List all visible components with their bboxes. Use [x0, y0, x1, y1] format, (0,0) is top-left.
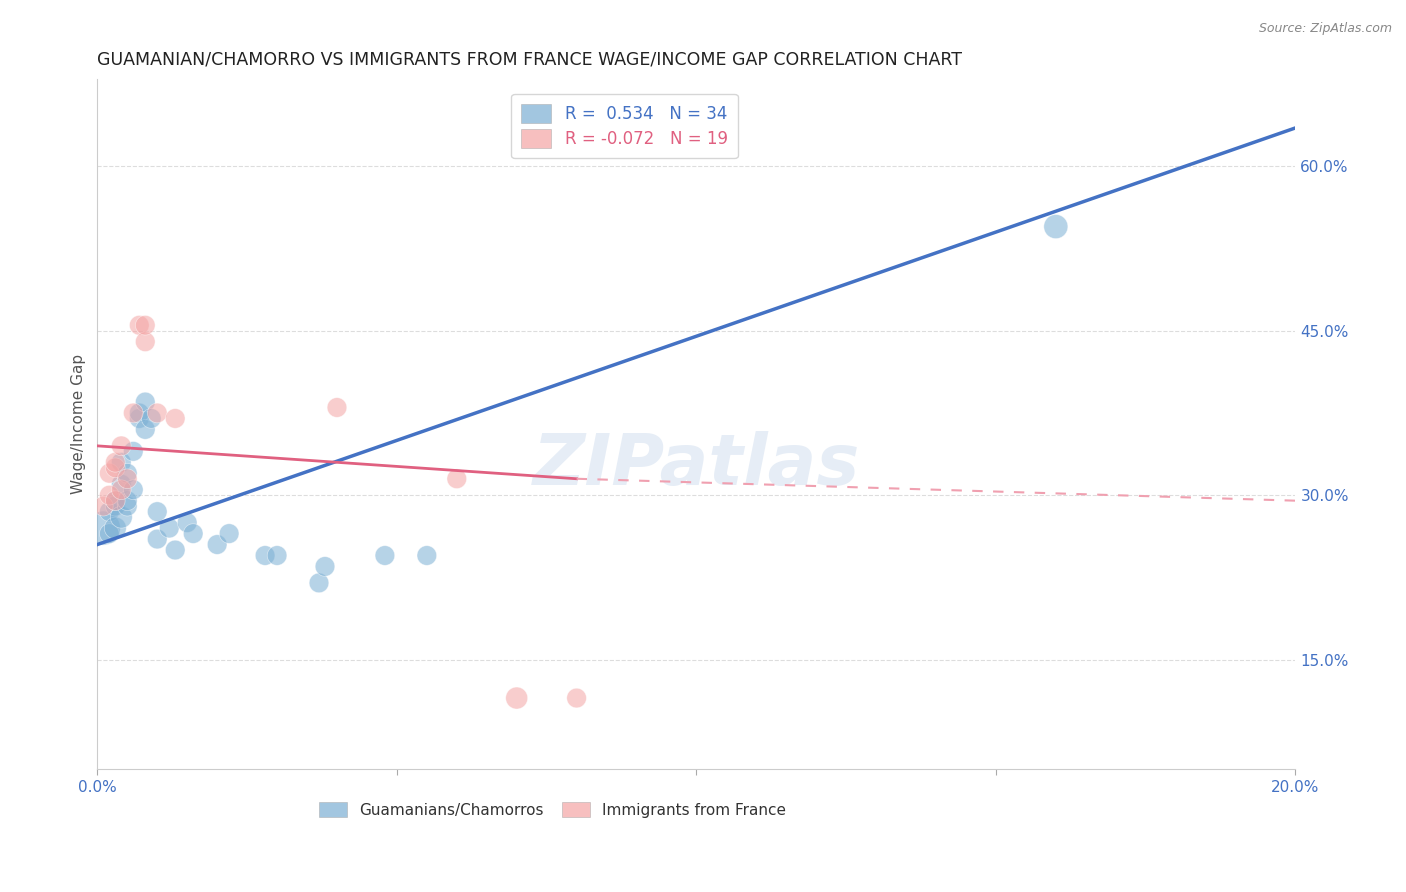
Point [122, 406, 145, 420]
Point [565, 691, 588, 706]
Legend: Guamanians/Chamorros, Immigrants from France: Guamanians/Chamorros, Immigrants from Fr… [314, 796, 792, 824]
Point [308, 575, 330, 590]
Point [98, 505, 121, 519]
Point [117, 472, 139, 486]
Point [505, 691, 527, 706]
Point [314, 559, 336, 574]
Point [104, 521, 127, 535]
Point [134, 422, 156, 436]
Point [122, 483, 145, 497]
Point [98, 526, 121, 541]
Point [416, 549, 439, 563]
Point [93, 521, 115, 535]
Point [181, 526, 204, 541]
Text: Source: ZipAtlas.com: Source: ZipAtlas.com [1258, 22, 1392, 36]
Point [446, 472, 468, 486]
Point [326, 401, 349, 415]
Point [254, 549, 277, 563]
Point [104, 493, 127, 508]
Point [134, 395, 156, 409]
Point [134, 334, 156, 349]
Point [117, 493, 139, 508]
Point [266, 549, 288, 563]
Point [104, 455, 127, 469]
Point [98, 488, 121, 502]
Point [110, 455, 132, 469]
Point [128, 406, 150, 420]
Point [146, 505, 169, 519]
Point [104, 499, 127, 513]
Point [157, 521, 180, 535]
Point [98, 467, 121, 481]
Y-axis label: Wage/Income Gap: Wage/Income Gap [72, 354, 86, 494]
Point [1045, 219, 1067, 234]
Point [110, 439, 132, 453]
Point [146, 532, 169, 546]
Point [128, 318, 150, 333]
Point [218, 526, 240, 541]
Point [128, 411, 150, 425]
Point [165, 543, 187, 558]
Point [134, 318, 156, 333]
Point [117, 467, 139, 481]
Point [104, 493, 127, 508]
Point [122, 444, 145, 458]
Point [176, 516, 198, 530]
Text: GUAMANIAN/CHAMORRO VS IMMIGRANTS FROM FRANCE WAGE/INCOME GAP CORRELATION CHART: GUAMANIAN/CHAMORRO VS IMMIGRANTS FROM FR… [97, 51, 962, 69]
Point [117, 499, 139, 513]
Text: ZIPatlas: ZIPatlas [533, 431, 860, 500]
Point [141, 411, 163, 425]
Point [374, 549, 396, 563]
Point [205, 537, 228, 551]
Point [165, 411, 187, 425]
Point [93, 499, 115, 513]
Point [110, 477, 132, 491]
Point [110, 483, 132, 497]
Point [146, 406, 169, 420]
Point [104, 460, 127, 475]
Point [110, 510, 132, 524]
